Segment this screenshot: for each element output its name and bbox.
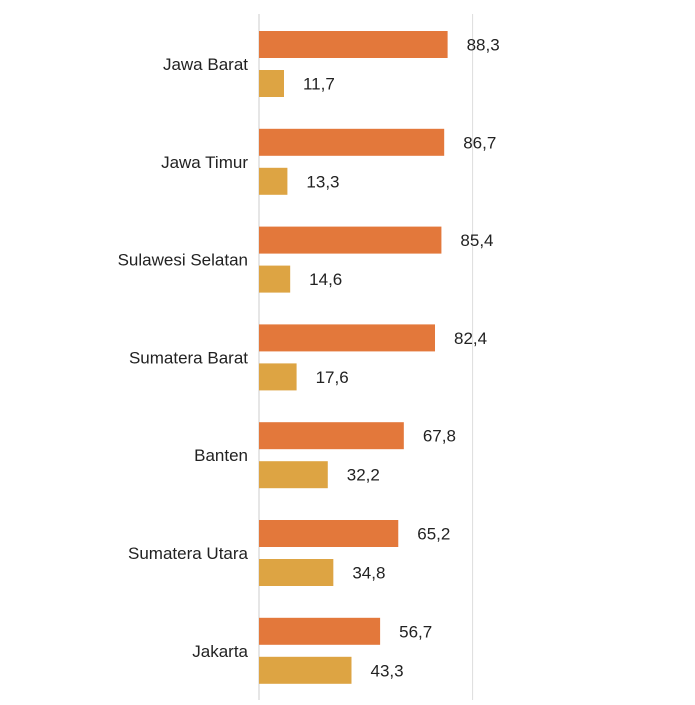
bar-series-2 (259, 461, 328, 489)
bar-series-2 (259, 363, 297, 391)
bar-series-2 (259, 70, 284, 97)
data-label: 88,3 (467, 36, 500, 55)
category-label: Sumatera Utara (128, 544, 249, 563)
data-label: 13,3 (306, 172, 339, 191)
data-label: 86,7 (463, 133, 496, 152)
bar-series-2 (259, 167, 288, 195)
data-label: 34,8 (352, 564, 385, 583)
bar-series-1 (259, 520, 399, 547)
bar-series-1 (259, 31, 448, 58)
category-label: Jawa Timur (161, 153, 248, 172)
bar-series-2 (259, 265, 291, 293)
bar-series-1 (259, 226, 442, 254)
data-label: 85,4 (460, 231, 493, 250)
category-label: Jakarta (192, 642, 248, 661)
category-label: Banten (194, 446, 248, 465)
data-label: 67,8 (423, 427, 456, 446)
bar-series-1 (259, 128, 445, 156)
bar-series-1 (259, 422, 404, 450)
data-label: 82,4 (454, 329, 487, 348)
bar-series-1 (259, 617, 381, 645)
category-label: Jawa Barat (163, 55, 248, 74)
bar-series-2 (259, 656, 352, 684)
data-label: 14,6 (309, 270, 342, 289)
data-label: 56,7 (399, 622, 432, 641)
category-label: Sumatera Barat (129, 348, 248, 367)
bar-series-2 (259, 559, 334, 586)
data-label: 65,2 (417, 525, 450, 544)
data-label: 11,7 (303, 75, 335, 94)
data-label: 17,6 (316, 368, 349, 387)
category-label: Sulawesi Selatan (118, 251, 248, 270)
bar-series-1 (259, 324, 436, 352)
data-label: 32,2 (347, 466, 380, 485)
data-label: 43,3 (370, 661, 403, 680)
